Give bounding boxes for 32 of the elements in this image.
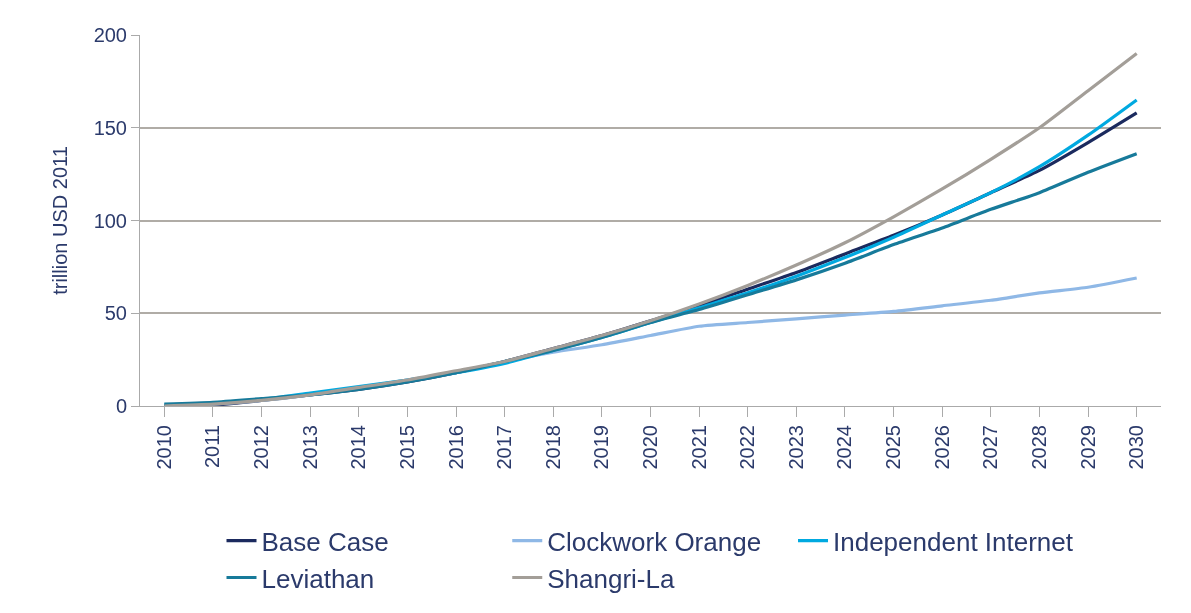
x-tick-label: 2026: [930, 425, 953, 470]
y-tick-label: 200: [93, 24, 127, 46]
x-tick-label: 2014: [347, 425, 370, 470]
y-tick-label: 0: [115, 395, 127, 417]
x-tick-label: 2025: [882, 425, 905, 470]
x-tick-label: 2019: [590, 425, 613, 470]
x-tick-label: 2023: [784, 425, 807, 470]
x-tick-label: 2016: [444, 425, 467, 470]
x-tick-label: 2028: [1027, 425, 1050, 470]
x-tick-label: 2015: [395, 425, 418, 470]
legend-label: Shangri-La: [547, 563, 675, 594]
x-tick-label: 2030: [1125, 425, 1148, 470]
x-tick-label: 2024: [833, 425, 856, 470]
legend-label: Clockwork Orange: [547, 526, 762, 557]
legend-label: Independent Internet: [833, 526, 1074, 557]
y-axis-title: trillion USD 2011: [49, 146, 72, 295]
y-tick-label: 150: [93, 116, 127, 139]
y-tick-label: 100: [93, 209, 127, 232]
x-tick-label: 2010: [152, 425, 175, 470]
x-tick-label: 2020: [639, 425, 661, 470]
x-tick-label: 2029: [1076, 425, 1099, 470]
y-tick-label: 50: [104, 302, 127, 325]
x-tick-label: 2013: [298, 425, 321, 470]
x-tick-label: 2022: [736, 425, 759, 470]
x-tick-label: 2011: [201, 425, 224, 469]
legend-label: Base Case: [261, 526, 389, 557]
x-tick-label: 2027: [979, 425, 1002, 470]
x-tick-label: 2017: [493, 425, 516, 470]
x-tick-label: 2018: [541, 425, 564, 470]
x-tick-label: 2012: [250, 425, 273, 470]
legend-label: Leviathan: [261, 563, 375, 594]
x-tick-label: 2021: [687, 425, 710, 470]
